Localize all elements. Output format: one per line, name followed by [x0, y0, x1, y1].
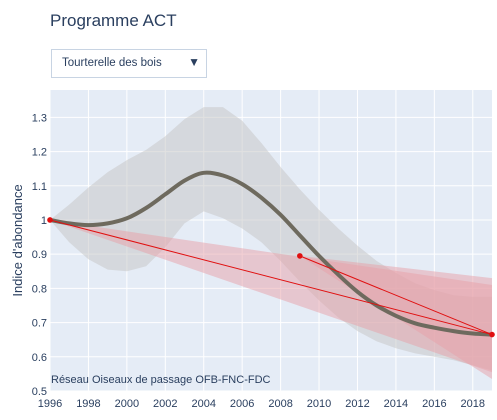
dropdown-arrow-icon: ▼ [188, 55, 200, 69]
y-tick-label: 0.6 [32, 352, 47, 364]
species-dropdown[interactable]: Tourterelle des bois ▼ [51, 49, 207, 78]
x-tick-label: 1998 [76, 398, 100, 410]
y-tick-label: 0.5 [32, 386, 47, 398]
y-tick-label: 1 [41, 215, 47, 227]
overall-trend-band [50, 220, 492, 373]
x-tick-label: 2012 [345, 398, 369, 410]
trend-point [47, 217, 53, 223]
x-tick-label: 2008 [268, 398, 292, 410]
trend-point [297, 253, 303, 259]
y-tick-label: 1.3 [32, 112, 47, 124]
x-tick-label: 2010 [307, 398, 331, 410]
x-tick-label: 2014 [384, 398, 408, 410]
y-tick-label: 0.8 [32, 283, 47, 295]
y-tick-label: 1.2 [32, 147, 47, 159]
y-tick-label: 0.7 [32, 318, 47, 330]
source-annotation: Réseau Oiseaux de passage OFB-FNC-FDC [51, 374, 271, 386]
x-tick-label: 2016 [422, 398, 446, 410]
x-tick-label: 2000 [115, 398, 139, 410]
smoothed-index-line [48, 170, 494, 337]
y-axis-title: Indice d'abondance [10, 184, 25, 296]
x-tick-label: 2006 [230, 398, 254, 410]
x-tick-label: 2002 [153, 398, 177, 410]
series-lines [48, 170, 494, 337]
recent-trend-band [299, 255, 492, 379]
confidence-bands [50, 107, 492, 379]
x-tick-label: 2018 [461, 398, 485, 410]
trend-points [47, 217, 495, 338]
recent-trend-line [299, 255, 493, 336]
species-dropdown-value: Tourterelle des bois [62, 57, 162, 69]
page-title: Programme ACT [50, 11, 177, 30]
y-tick-label: 1.1 [32, 181, 47, 193]
axis-ticks: 0.5 0.6 0.7 0.8 0.9 1 1.1 1.2 1.3 1996 1998 2000 200… [32, 112, 485, 410]
overall-trend-line [49, 219, 493, 336]
y-tick-label: 0.9 [32, 249, 47, 261]
trend-point [489, 331, 495, 338]
x-tick-label: 1996 [38, 398, 62, 410]
x-tick-label: 2004 [191, 398, 215, 410]
